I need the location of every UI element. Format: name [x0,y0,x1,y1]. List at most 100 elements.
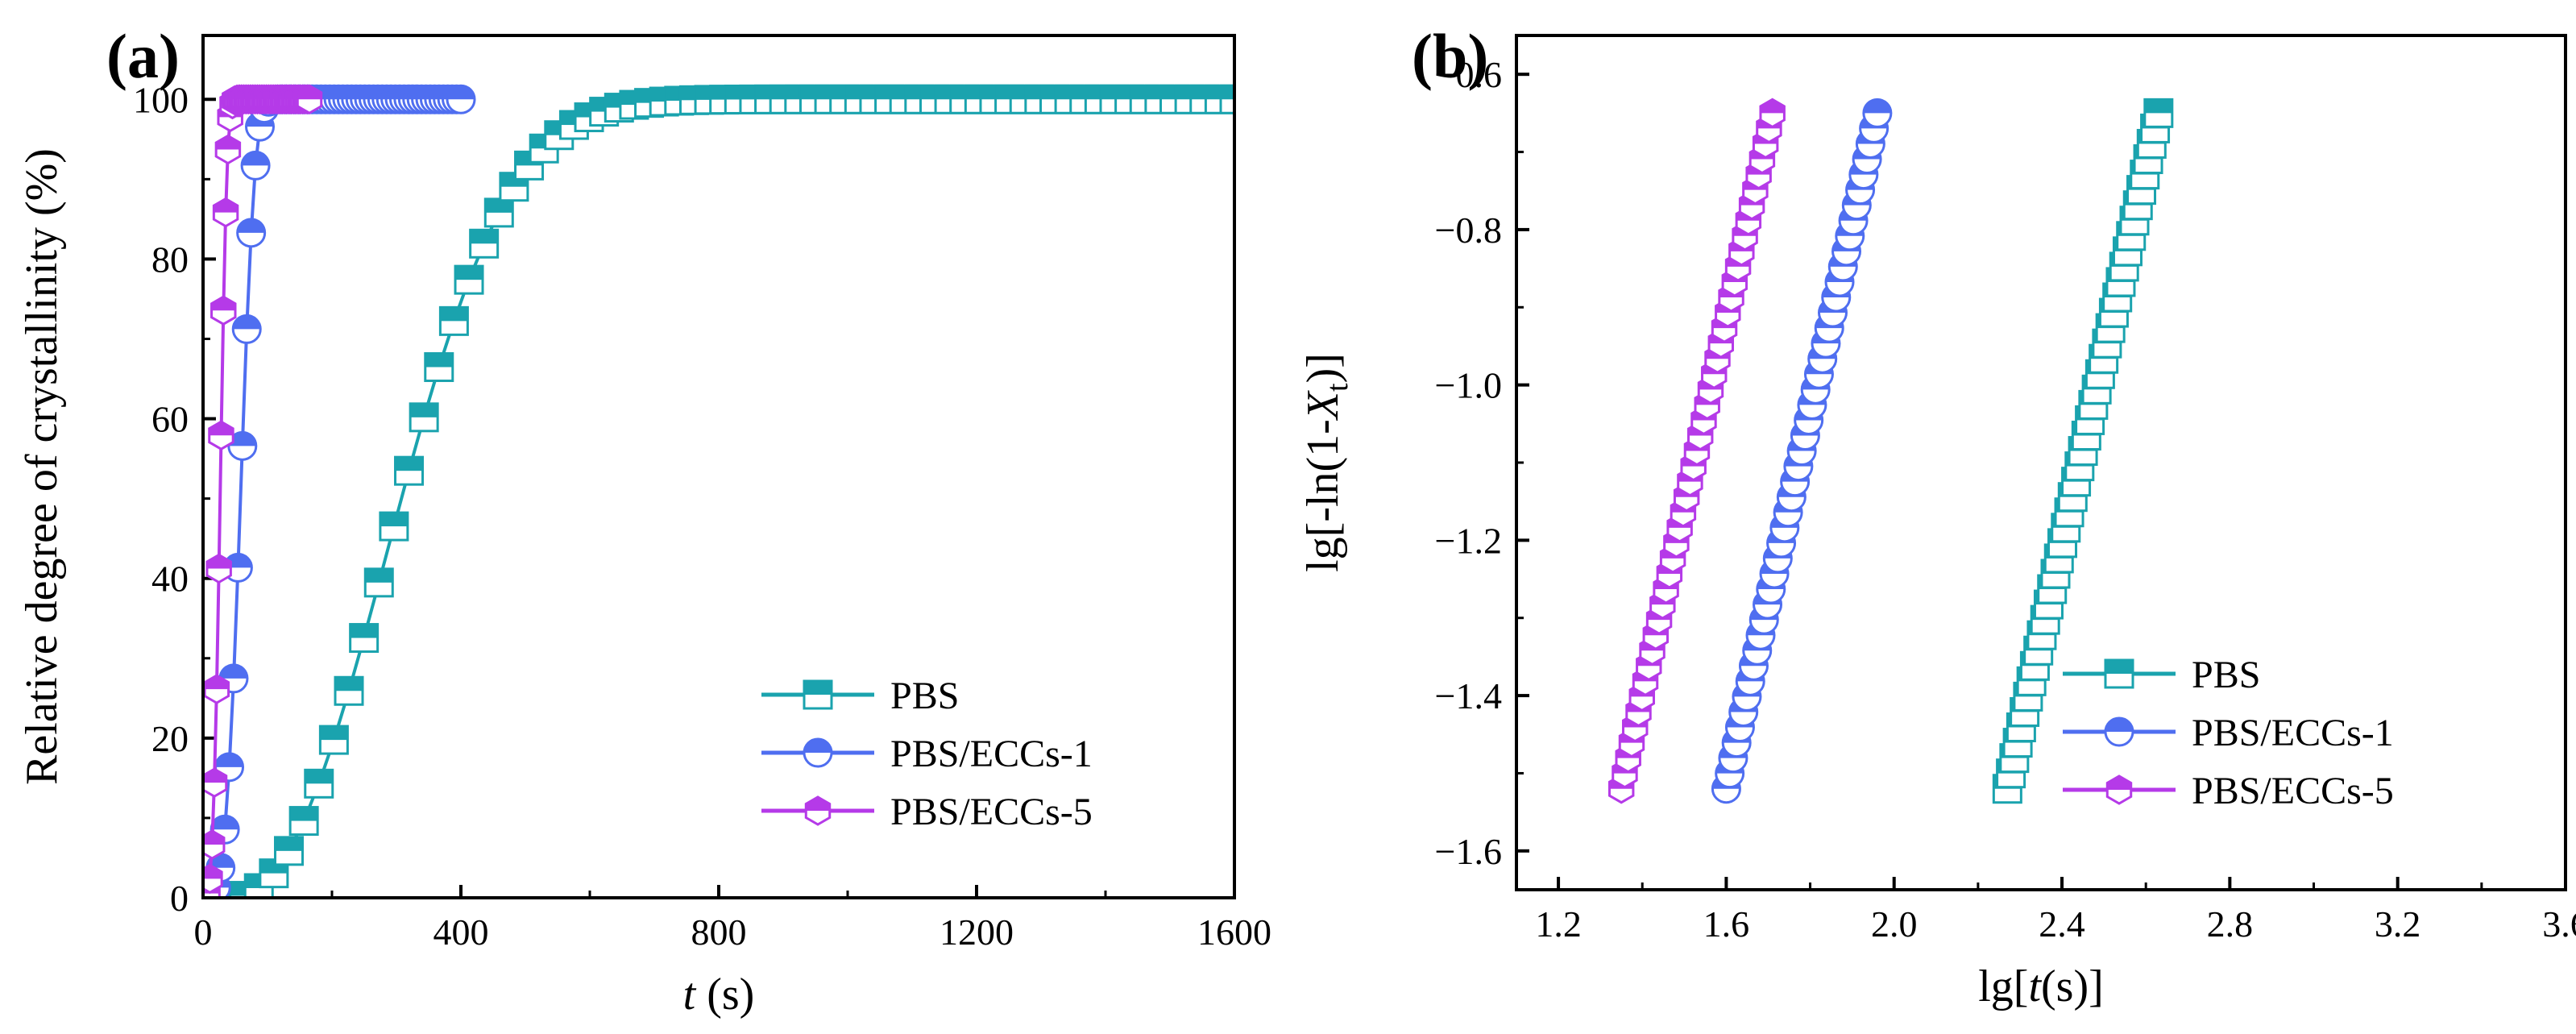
a-series-pbs-eccs-5-point-fill [205,675,229,690]
a-series-pbs-point-fill [365,568,393,583]
a-x-tick-label: 1600 [1197,911,1271,953]
b-legend-marker [2104,716,2134,747]
panel-b-y-axis-label-pre: lg[-ln(1- [1298,419,1348,572]
a-series-pbs-point-fill [425,353,453,368]
panel-b-label: (b) [1412,21,1488,91]
a-series-pbs-line [228,98,1234,898]
a-y-tick-label: 20 [151,718,189,759]
panel-b-x-axis-label: lg[t(s)] [1978,961,2104,1011]
b-y-tick-label: −1.0 [1435,365,1502,406]
panel-b-y-ticks: −1.6 −1.4 −1.2 −1.0 −0.8 −0.6 [1435,54,1529,872]
b-legend-marker [2105,774,2133,805]
a-series-pbs-eccs-5-point-fill [214,198,238,213]
a-series-pbs-eccs-1-point [446,84,476,114]
b-x-tick-label: 2.8 [2207,903,2254,945]
a-y-tick-label: 60 [151,399,189,440]
a-legend-marker-fill [806,797,830,811]
a-series-pbs-point [483,197,514,228]
a-y-tick-label: 0 [170,878,189,919]
a-series-pbs-eccs-5-point-fill [211,297,236,311]
a-legend-item: PBS/ECCs-5 [761,791,1093,833]
a-series-pbs-point [349,623,380,654]
a-series-pbs-point-fill [350,624,378,638]
panel-a-label: (a) [106,21,180,91]
a-legend-marker [803,679,833,710]
b-series-pbs-eccs-5-point [1759,98,1786,129]
b-x-tick-label: 1.2 [1535,903,1582,945]
a-legend-item: PBS [761,675,959,717]
b-legend-label: PBS/ECCs-5 [2192,770,2394,812]
b-x-tick-label: 1.6 [1703,903,1750,945]
panel-b-series [1607,98,2174,804]
a-series-pbs-point [394,455,425,486]
a-series-pbs-point [334,675,364,706]
a-series-pbs-eccs-1-point-fill [242,152,270,166]
a-legend-label: PBS/ECCs-1 [890,733,1093,775]
a-legend-label: PBS/ECCs-5 [890,791,1093,833]
a-series-pbs-eccs-1-point [240,150,271,181]
a-series-pbs-point-fill [410,403,438,417]
a-series-pbs-point [288,806,319,837]
a-series-pbs-point-fill [380,513,408,527]
b-series-pbs-point [2143,98,2174,128]
a-series-pbs-point-fill [290,807,318,821]
b-legend-marker-fill [2107,776,2131,790]
panel-b-frame [1515,34,2567,891]
panel-a-series [203,84,1234,898]
a-x-tick-label: 1200 [940,911,1014,953]
a-series-pbs-eccs-1-point-fill [228,432,256,446]
b-legend-marker-fill [2105,718,2133,732]
a-series-pbs-eccs-1-point-fill [233,315,261,330]
a-series-pbs-eccs-1-point [227,430,258,461]
panel-b-x-axis-label-var: t [2028,961,2042,1011]
a-series-pbs-point [1219,84,1234,114]
panel-a-y-axis-label: Relative degree of crystallinity (%) [17,148,67,785]
b-series-pbs-eccs-5-point-fill [1760,99,1785,114]
b-legend-marker-fill [2105,660,2133,674]
a-series-pbs-eccs-1-point [236,218,267,248]
panel-b-x-axis-label-post: (s)] [2041,961,2104,1011]
a-x-tick-label: 0 [194,911,213,953]
a-y-tick-label: 40 [151,559,189,600]
a-series-pbs-point [363,567,394,598]
a-legend-marker-fill [804,681,832,695]
b-y-tick-label: −0.8 [1435,210,1502,251]
a-series-pbs-point [424,352,454,383]
panel-a-x-axis-label: t (s) [683,970,755,1019]
panel-b-x-axis-label-pre: lg[ [1978,961,2028,1011]
a-series-pbs [214,84,1234,898]
a-series-pbs-eccs-5-point-fill [203,830,225,845]
a-legend-item: PBS/ECCs-1 [761,733,1093,775]
a-series-pbs-point [379,511,409,542]
b-legend-item: PBS/ECCs-1 [2063,712,2394,754]
a-series-pbs-point [274,836,305,866]
a-legend-marker [803,737,833,768]
a-series-pbs-eccs-5-point-fill [209,421,234,436]
panel-a-frame [201,34,1236,899]
a-series-pbs-eccs-5-point-fill [203,769,226,783]
a-series-pbs-point [318,725,349,755]
a-y-tick-label: 100 [133,79,189,120]
a-series-pbs-eccs-5-point [214,134,242,165]
a-series-pbs-eccs-5-point-fill [297,85,321,100]
b-legend-label: PBS/ECCs-1 [2192,712,2394,754]
panel-b-y-axis-label-sub: t [1321,383,1354,392]
a-legend-marker-fill [804,739,832,753]
a-series-pbs-eccs-5-point-fill [206,554,231,569]
panel-b-y-axis-label: lg[-ln(1-Xt)] [1298,353,1354,572]
a-series-pbs-point-fill [275,837,303,851]
panel-b-y-axis-label-var: X [1298,389,1348,421]
a-series-pbs-eccs-1-point-fill [447,85,475,100]
a-series-pbs-point-fill [440,307,468,322]
b-legend-item: PBS [2063,654,2260,696]
a-series-pbs-eccs-1-point-fill [215,753,243,767]
a-series-pbs-eccs-5-point [210,295,237,326]
a-series-pbs-eccs-5-point-fill [216,135,240,150]
b-legend-marker [2104,658,2134,689]
a-series-pbs-eccs-5-point-fill [203,865,222,879]
a-series-pbs-eccs-5-point [203,829,226,860]
a-series-pbs-point [438,305,469,336]
panel-a-x-axis-label-var: t [683,970,697,1019]
a-series-pbs-eccs-5-point [203,674,230,704]
